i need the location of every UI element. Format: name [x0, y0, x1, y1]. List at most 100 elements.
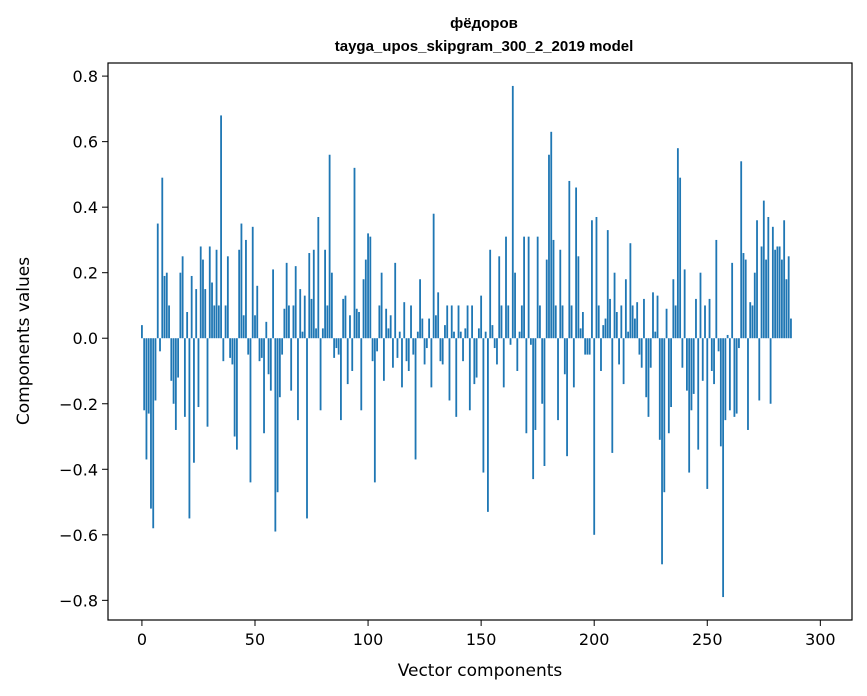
bar — [584, 338, 587, 355]
bar — [435, 315, 437, 339]
bar — [529, 338, 532, 345]
bar — [742, 253, 745, 339]
bar — [756, 220, 758, 339]
bar — [604, 318, 607, 339]
bar — [165, 272, 168, 339]
bar — [373, 338, 376, 483]
bar — [364, 259, 367, 339]
bar — [297, 338, 299, 421]
bar — [330, 272, 333, 339]
bar — [276, 338, 279, 493]
bar — [728, 338, 731, 411]
bar — [401, 338, 403, 388]
y-tick-label: −0.6 — [59, 526, 98, 545]
bar — [204, 289, 207, 339]
bar — [749, 302, 752, 339]
bar — [572, 338, 575, 388]
bar — [543, 338, 546, 466]
bar — [713, 338, 715, 385]
bar — [600, 338, 602, 371]
bar — [672, 279, 675, 339]
bar — [588, 338, 591, 355]
bar — [783, 220, 786, 339]
bar — [464, 328, 467, 339]
bar — [656, 295, 659, 339]
bar — [396, 338, 399, 358]
bar — [272, 269, 274, 339]
bar — [735, 338, 738, 414]
bar — [520, 305, 523, 339]
bar — [213, 305, 216, 339]
bar — [405, 338, 408, 362]
bar — [649, 338, 652, 368]
bar — [462, 338, 464, 362]
bar — [514, 272, 516, 339]
bar — [480, 295, 483, 339]
bar — [591, 220, 593, 339]
bar — [301, 331, 304, 339]
bar — [597, 305, 600, 339]
y-tick-label: −0.2 — [59, 395, 98, 414]
bar — [570, 305, 573, 339]
bar — [525, 338, 528, 434]
bar — [502, 338, 505, 388]
bar — [552, 239, 555, 339]
bar — [489, 249, 492, 339]
bar — [353, 167, 356, 339]
bar — [186, 312, 189, 339]
bar — [776, 246, 779, 339]
x-tick-label: 50 — [245, 630, 265, 649]
bar — [643, 298, 645, 339]
bar — [181, 256, 184, 339]
bar — [425, 338, 428, 349]
bar — [550, 131, 553, 339]
bar — [394, 262, 397, 339]
bar — [762, 200, 765, 339]
bar — [407, 338, 410, 371]
bar — [636, 302, 639, 339]
bar — [188, 338, 191, 519]
bar — [699, 272, 702, 339]
bar — [697, 338, 700, 450]
x-axis: 0 50 100 150 200 250 300 — [137, 620, 836, 649]
bar — [652, 292, 654, 339]
bar — [392, 338, 394, 368]
bar — [548, 154, 550, 339]
bar — [760, 246, 763, 339]
bar — [527, 236, 530, 339]
bar — [581, 312, 584, 339]
bar — [496, 338, 498, 365]
bar — [658, 338, 661, 440]
bar — [665, 308, 668, 339]
y-tick-label: 0.6 — [73, 133, 98, 152]
bar — [482, 338, 485, 473]
y-tick-label: 0.0 — [73, 329, 98, 348]
bar — [724, 338, 727, 421]
bar — [145, 338, 148, 460]
bar — [206, 338, 209, 427]
bar — [141, 325, 143, 339]
y-tick-label: −0.4 — [59, 460, 98, 479]
bar — [575, 187, 578, 339]
bar — [423, 338, 426, 365]
bar — [333, 338, 336, 358]
bar — [790, 318, 792, 339]
bar-series — [141, 85, 792, 598]
bar — [670, 338, 672, 408]
bar — [645, 338, 648, 398]
bar — [362, 279, 365, 339]
bar — [738, 338, 740, 349]
bar — [156, 223, 159, 339]
bar — [351, 338, 354, 371]
bar — [640, 338, 643, 368]
bar — [150, 338, 152, 509]
bar — [493, 338, 496, 349]
bar — [260, 338, 263, 358]
bar — [787, 256, 790, 339]
bar — [403, 302, 406, 339]
x-axis-label: Vector components — [398, 661, 563, 681]
bar — [536, 236, 539, 339]
bar — [428, 318, 431, 339]
bar — [398, 331, 401, 339]
bar — [769, 338, 772, 404]
